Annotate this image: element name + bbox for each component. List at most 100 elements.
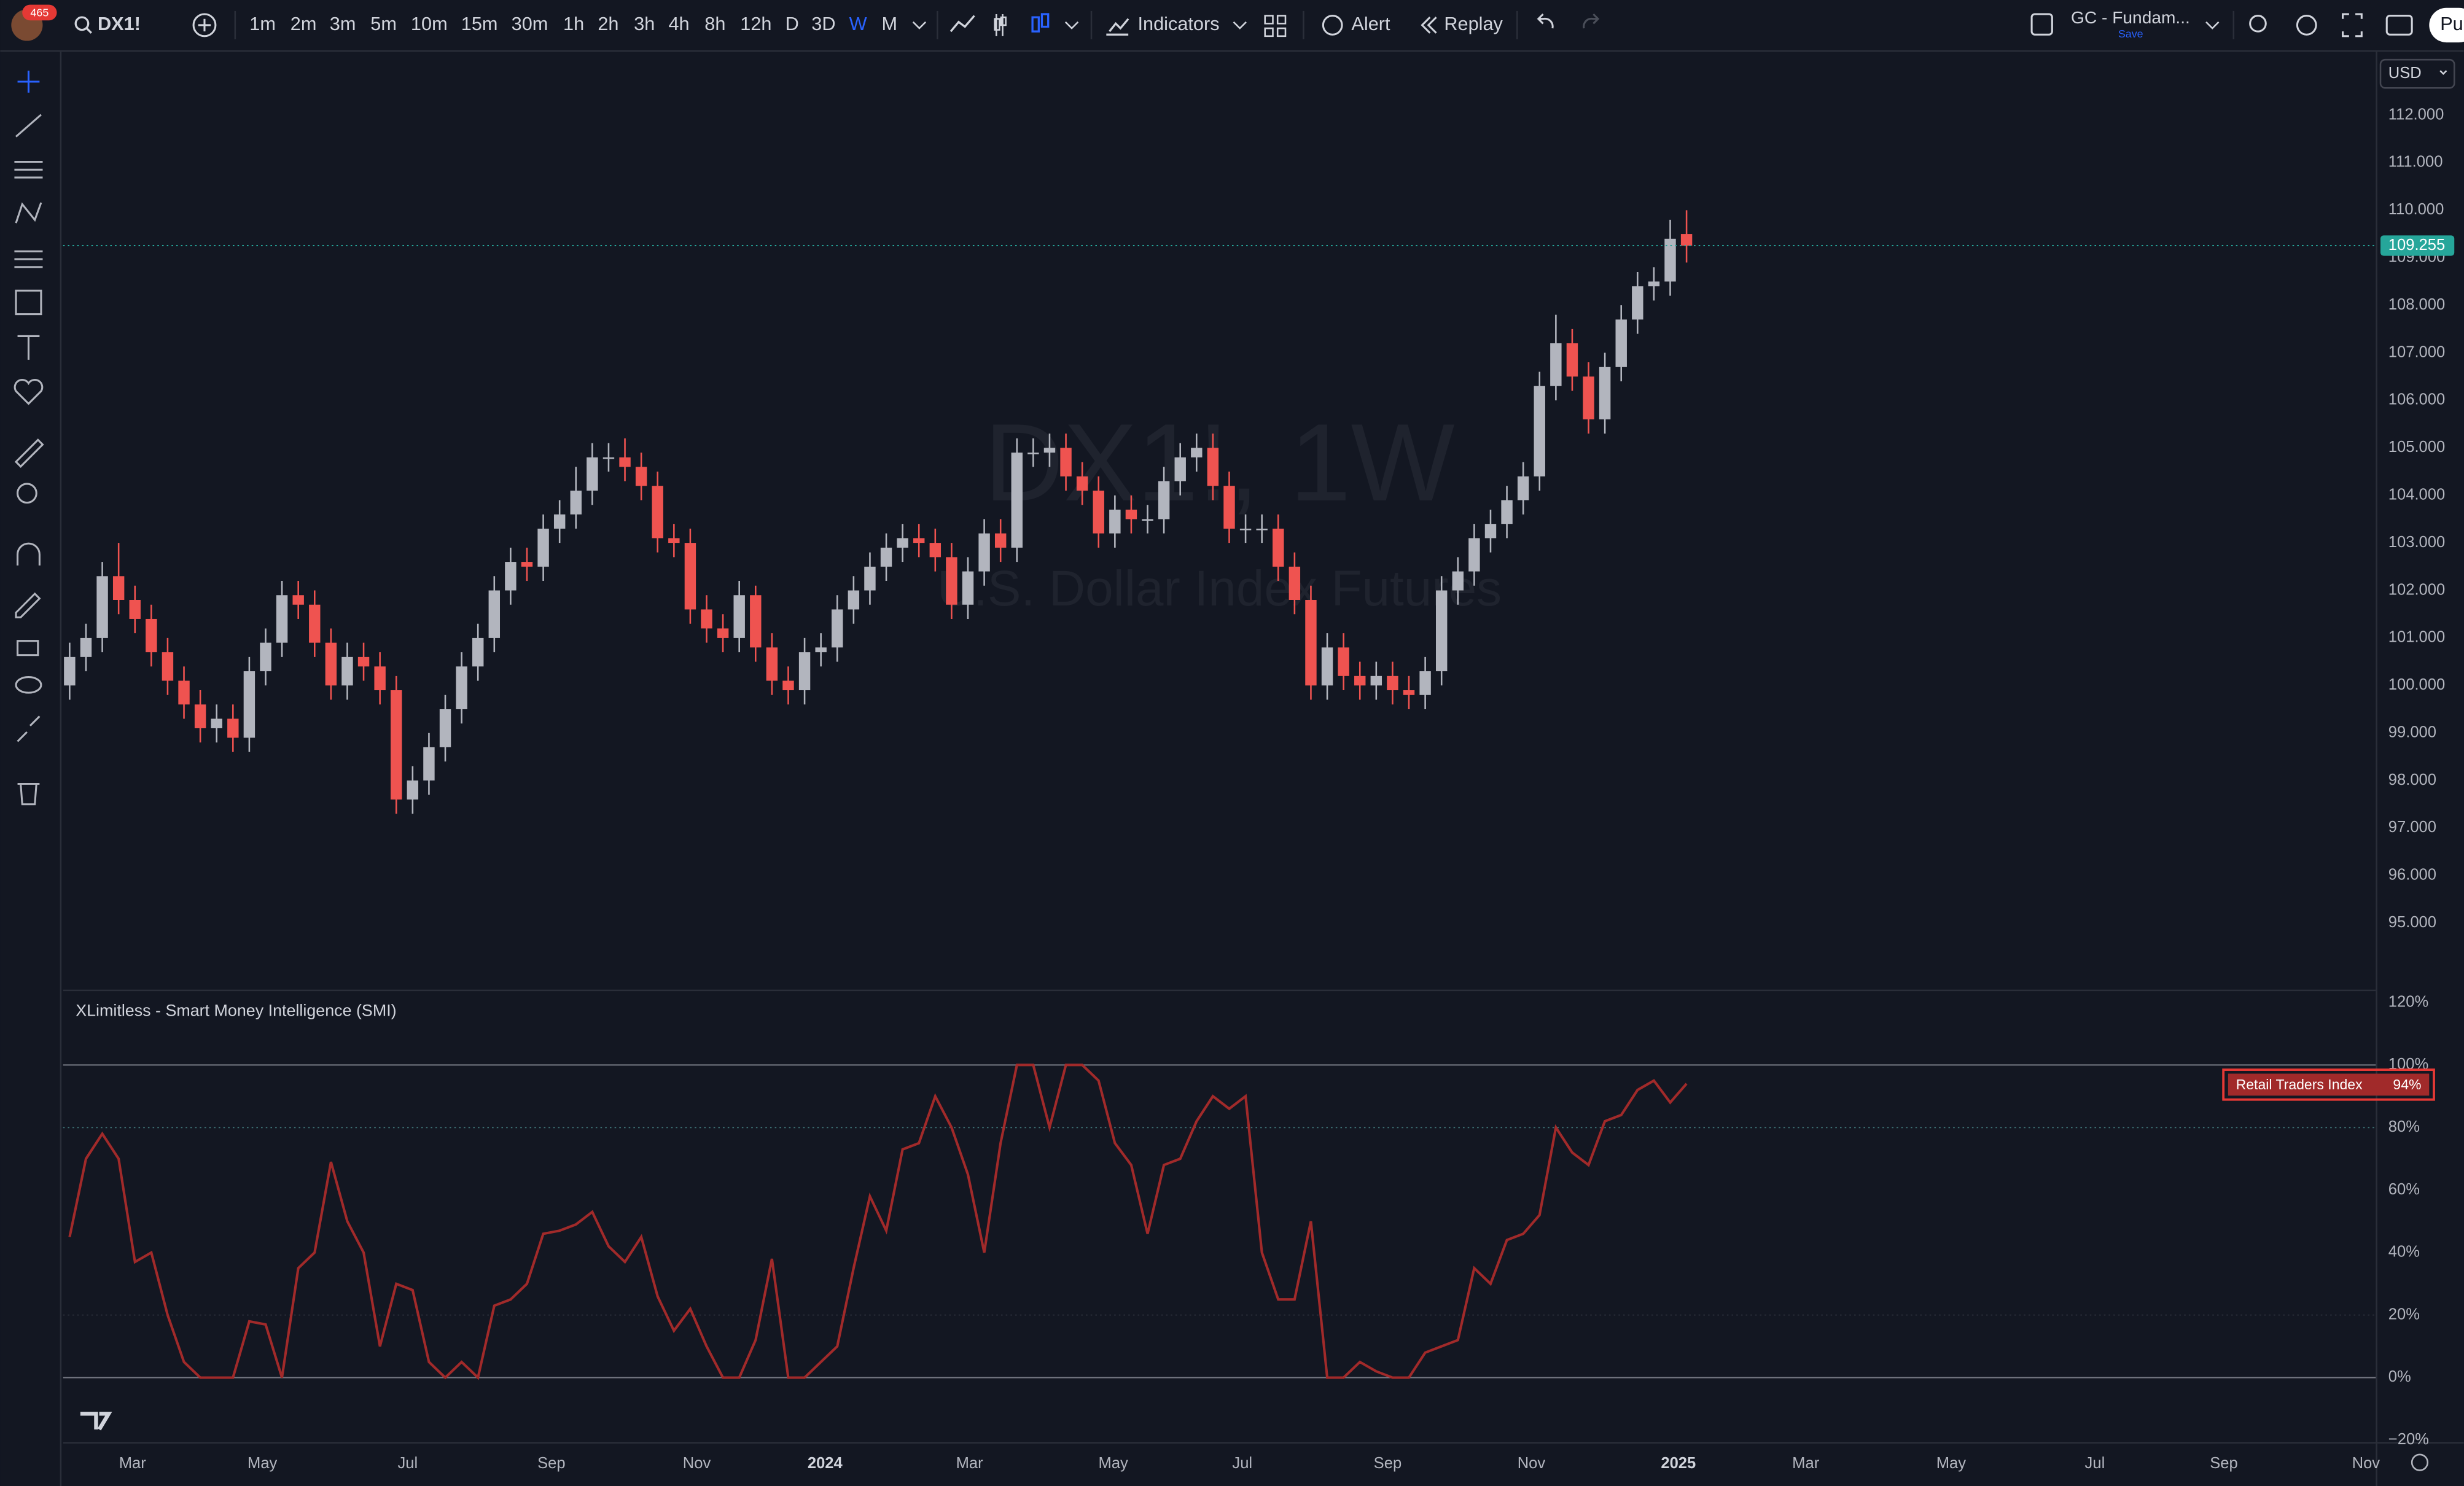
layout-dropdown[interactable] bbox=[2205, 21, 2220, 29]
y-tick-label: 107.000 bbox=[2388, 343, 2445, 360]
alert-icon[interactable] bbox=[1322, 15, 1343, 36]
settings-icon[interactable] bbox=[2296, 15, 2317, 36]
candle-chart-icon[interactable] bbox=[1031, 13, 1050, 33]
replay-icon[interactable] bbox=[1421, 17, 1437, 34]
candle-body bbox=[96, 576, 108, 638]
interval-button[interactable]: 3D bbox=[811, 13, 835, 34]
projection-tool[interactable] bbox=[14, 250, 43, 268]
templates-dropdown[interactable] bbox=[1233, 21, 1247, 29]
search-icon[interactable] bbox=[74, 16, 90, 31]
x-tick-label: 2024 bbox=[808, 1455, 843, 1472]
interval-button[interactable]: 3m bbox=[330, 13, 356, 34]
series-name: Retail Traders Index bbox=[2236, 1076, 2363, 1092]
save-status[interactable]: Save bbox=[2118, 28, 2143, 40]
chart-type-dropdown[interactable] bbox=[1064, 21, 1079, 29]
indicators-button[interactable]: Indicators bbox=[1138, 13, 1220, 34]
candle-body bbox=[521, 562, 533, 567]
trendline-tool[interactable] bbox=[15, 114, 42, 138]
crosshair-tool[interactable] bbox=[17, 71, 40, 93]
candle-body bbox=[472, 637, 484, 667]
symbol[interactable]: DX1! bbox=[98, 13, 141, 34]
fullscreen-icon[interactable] bbox=[2342, 13, 2363, 37]
candle-body bbox=[1648, 281, 1660, 287]
candle-body bbox=[1125, 509, 1137, 519]
zoom-tool[interactable] bbox=[17, 483, 37, 504]
candle-body bbox=[178, 680, 190, 705]
candle-body bbox=[1109, 509, 1121, 534]
interval-dropdown[interactable] bbox=[912, 21, 927, 29]
candle-body bbox=[880, 547, 892, 567]
indicators-icon[interactable] bbox=[1106, 18, 1129, 36]
interval-button[interactable]: M bbox=[882, 13, 898, 34]
interval-button[interactable]: 3h bbox=[634, 13, 655, 34]
layout-name[interactable]: GC - Fundam... bbox=[2071, 8, 2190, 27]
interval-button[interactable]: 15m bbox=[461, 13, 498, 34]
currency-selector[interactable] bbox=[2379, 58, 2455, 89]
layout-checkbox[interactable] bbox=[2030, 13, 2053, 36]
undo-button[interactable] bbox=[1537, 13, 1554, 29]
candle-body bbox=[619, 457, 631, 467]
compare-button[interactable] bbox=[192, 13, 217, 37]
bar-chart-icon[interactable] bbox=[994, 14, 1007, 36]
text-tool[interactable] bbox=[17, 335, 40, 360]
pattern-tool[interactable] bbox=[15, 202, 42, 224]
fib-tool[interactable] bbox=[14, 160, 43, 179]
measure-tool[interactable] bbox=[14, 438, 44, 468]
interval-button[interactable]: 1m bbox=[249, 13, 276, 34]
candle-body bbox=[1142, 519, 1153, 521]
quick-search-icon[interactable] bbox=[2249, 15, 2267, 33]
candle-body bbox=[668, 538, 680, 543]
interval-button[interactable]: 1h bbox=[563, 13, 584, 34]
candle-body bbox=[587, 457, 598, 491]
interval-button[interactable]: 5m bbox=[370, 13, 397, 34]
tradingview-logo[interactable] bbox=[80, 1412, 112, 1431]
lock-tool[interactable] bbox=[17, 640, 39, 656]
currency[interactable]: USD bbox=[2388, 64, 2422, 82]
line-chart-icon[interactable] bbox=[949, 15, 975, 33]
icon-tool[interactable] bbox=[14, 379, 44, 405]
alert-button[interactable]: Alert bbox=[1351, 13, 1390, 34]
interval-button[interactable]: D bbox=[786, 13, 799, 34]
interval-button[interactable]: 12h bbox=[740, 13, 771, 34]
x-tick-label: Mar bbox=[956, 1455, 984, 1472]
candle-body bbox=[1583, 376, 1594, 419]
candle-body bbox=[80, 637, 92, 657]
candle-body bbox=[994, 533, 1007, 548]
layouts-icon[interactable] bbox=[1264, 15, 1287, 37]
y-tick-label: 103.000 bbox=[2388, 534, 2445, 551]
publish-button[interactable]: Pu bbox=[2440, 13, 2463, 34]
candle-body bbox=[423, 747, 435, 781]
interval-button[interactable]: 30m bbox=[512, 13, 548, 34]
hide-tool[interactable] bbox=[15, 676, 42, 694]
interval-button[interactable]: W bbox=[849, 13, 867, 34]
candle-body bbox=[292, 595, 304, 605]
candle-body bbox=[864, 566, 876, 591]
interval-button[interactable]: 10m bbox=[411, 13, 448, 34]
shape-tool[interactable] bbox=[15, 289, 42, 316]
snapshot-icon[interactable] bbox=[2385, 15, 2413, 36]
remove-tool[interactable] bbox=[17, 782, 40, 806]
y-tick-label: 0% bbox=[2388, 1368, 2411, 1385]
interval-button[interactable]: 8h bbox=[704, 13, 725, 34]
candle-body bbox=[717, 628, 729, 638]
redo-button[interactable] bbox=[1583, 13, 1600, 29]
candle-body bbox=[456, 666, 467, 710]
x-tick-label: Nov bbox=[1518, 1455, 1546, 1472]
search-icon-handle bbox=[85, 27, 92, 34]
candle-body bbox=[325, 642, 337, 686]
axis-settings[interactable] bbox=[2411, 1453, 2429, 1471]
replay-button[interactable]: Replay bbox=[1444, 13, 1503, 34]
stay-drawing-tool[interactable] bbox=[15, 592, 41, 618]
magnet-tool[interactable] bbox=[17, 542, 41, 566]
interval-button[interactable]: 2m bbox=[290, 13, 317, 34]
currency-dropdown bbox=[2439, 70, 2447, 76]
interval-button[interactable]: 4h bbox=[668, 13, 689, 34]
indicator-title: XLimitless - Smart Money Intelligence (S… bbox=[76, 1002, 396, 1020]
interval-button[interactable]: 2h bbox=[598, 13, 618, 34]
notification-badge bbox=[22, 4, 57, 21]
candle-body bbox=[1550, 343, 1562, 386]
candle-body bbox=[1419, 671, 1431, 695]
publish-button-bg[interactable] bbox=[2429, 7, 2464, 43]
link-tool[interactable] bbox=[17, 715, 41, 742]
